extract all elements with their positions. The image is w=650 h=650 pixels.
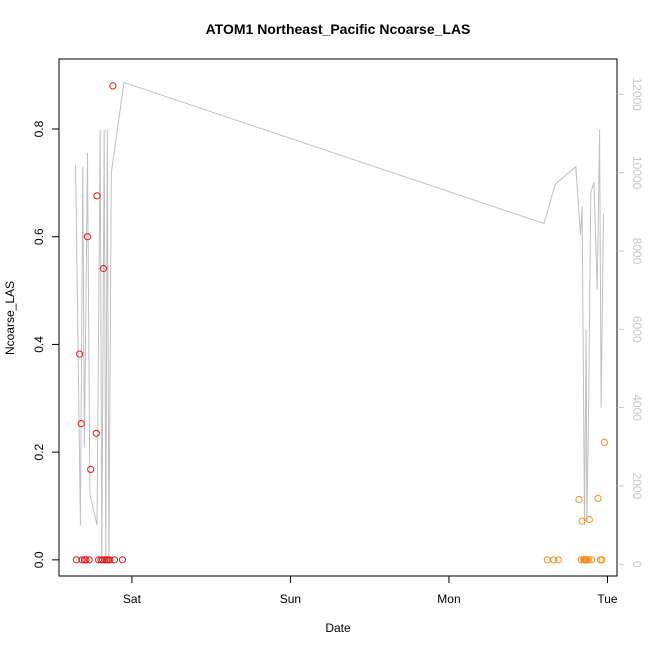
data-point-orange [577, 556, 585, 564]
line-series [75, 81, 604, 561]
data-point-orange [550, 556, 558, 564]
point-series [72, 82, 608, 564]
plot-frame [58, 58, 618, 577]
data-point-orange [578, 517, 586, 525]
data-point-orange [600, 438, 608, 446]
data-point-red [85, 556, 93, 564]
gray-line-series [75, 81, 604, 561]
x-tick-label: Sat [123, 592, 142, 606]
x-axis-label: Date [325, 621, 351, 635]
data-point-red [109, 82, 117, 90]
y-tick-label: 0.0 [32, 551, 46, 568]
y-axis-label: Ncoarse_LAS [3, 281, 17, 355]
data-point-orange [585, 515, 593, 524]
data-point-orange [584, 556, 593, 564]
data-point-red [99, 556, 107, 564]
y2-tick-label: 2000 [630, 473, 644, 500]
data-point-orange [575, 495, 583, 504]
data-point-orange [588, 556, 596, 564]
y-tick-label: 0.2 [32, 443, 46, 460]
y2-tick-label: 4000 [630, 394, 644, 421]
y-tick-label: 0.4 [32, 336, 46, 353]
data-point-red [118, 556, 127, 564]
data-point-red [76, 350, 84, 358]
data-point-red [92, 429, 100, 437]
x-tick-label: Sun [280, 592, 301, 606]
data-point-red [87, 465, 95, 473]
data-point-orange [554, 556, 562, 564]
axes: Sat Sun Mon Tue 0.0 0.2 0.4 0.6 0.8 0 2000 4000 6000… [32, 78, 644, 606]
y2-tick-label: 8000 [630, 238, 644, 265]
data-point-red [82, 556, 90, 564]
y2-tick-label: 6000 [630, 316, 644, 343]
data-point-red [78, 556, 86, 564]
data-point-red [106, 556, 114, 564]
x-tick-label: Tue [597, 592, 618, 606]
data-point-orange [594, 494, 602, 502]
y2-tick-label: 10000 [630, 156, 644, 190]
data-point-orange [598, 556, 606, 564]
y2-tick-label: 12000 [630, 78, 644, 112]
chart-title: ATOM1 Northeast_Pacific Ncoarse_LAS [206, 21, 471, 37]
data-point-red [72, 556, 81, 564]
data-point-orange [543, 556, 551, 564]
y-tick-label: 0.8 [32, 120, 46, 137]
data-point-red [110, 556, 119, 564]
y2-tick-label: 0 [630, 561, 644, 568]
y-tick-label: 0.6 [32, 228, 46, 245]
data-point-red [99, 264, 108, 273]
x-tick-label: Mon [437, 592, 460, 606]
data-point-red [93, 192, 101, 200]
data-point-red [77, 420, 85, 428]
data-point-red [83, 233, 92, 241]
